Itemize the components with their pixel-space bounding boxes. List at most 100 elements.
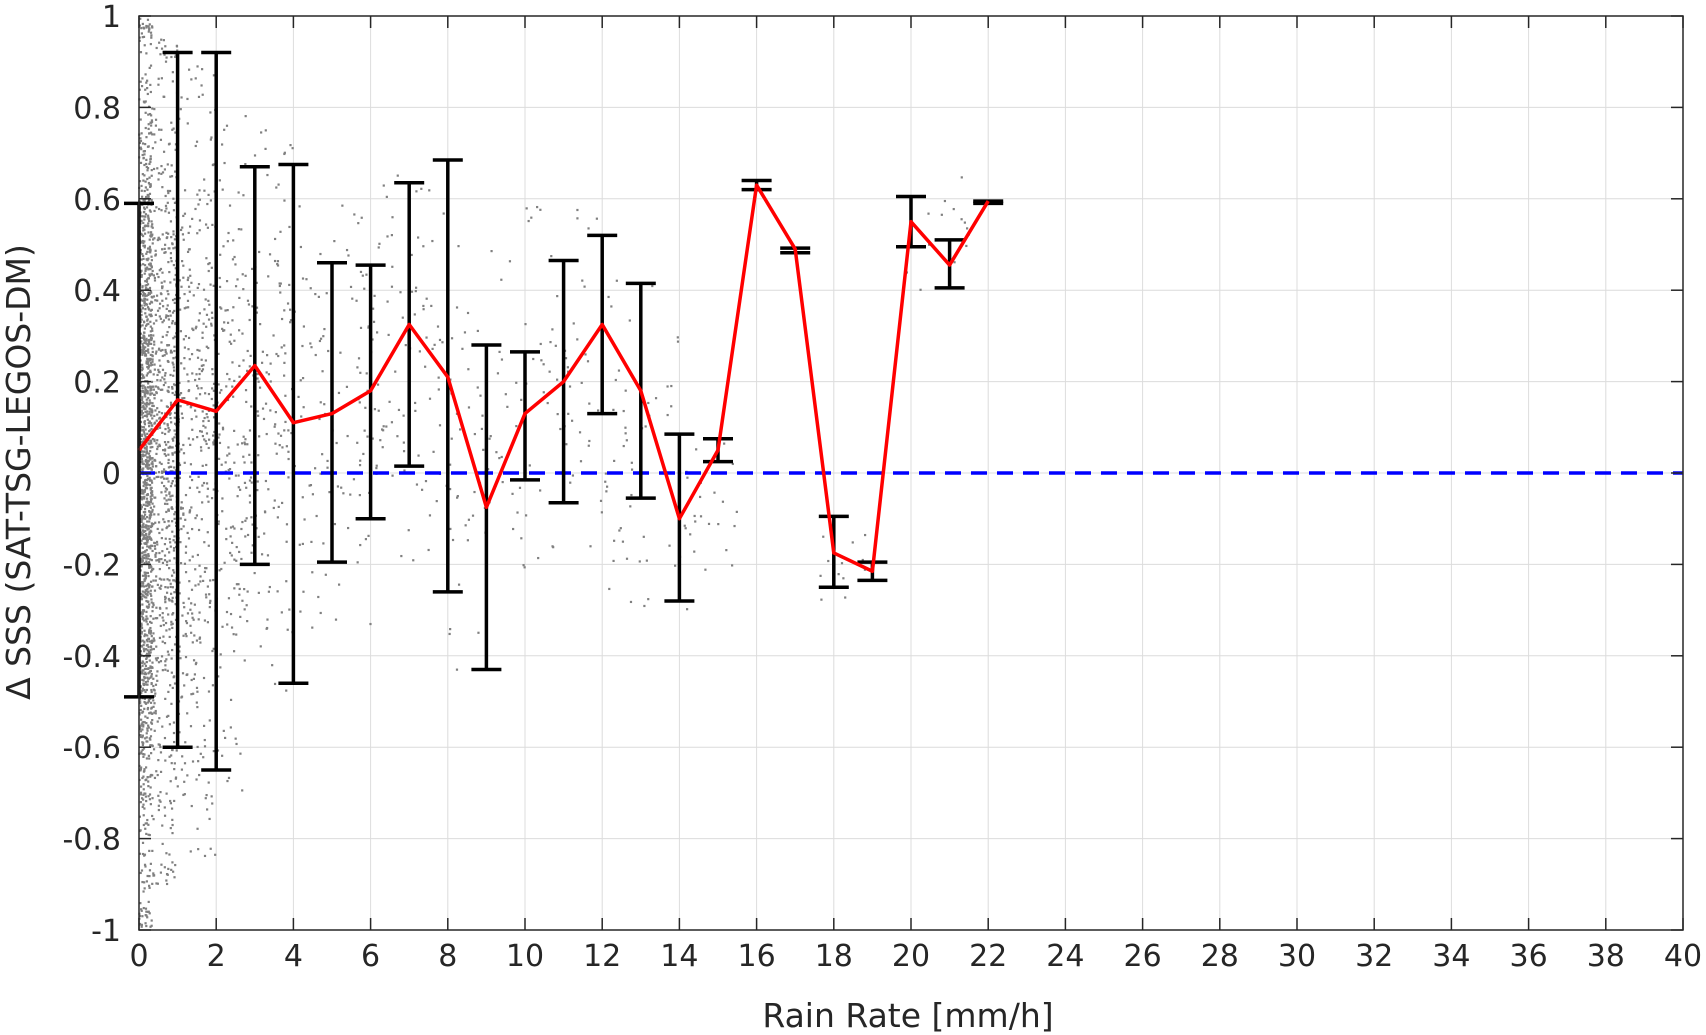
scatter-point	[142, 783, 145, 786]
scatter-point	[166, 236, 169, 239]
scatter-point	[231, 525, 235, 528]
scatter-point	[141, 736, 144, 739]
scatter-point	[144, 215, 147, 218]
scatter-point	[159, 745, 162, 749]
scatter-point	[456, 496, 459, 499]
scatter-point	[154, 712, 157, 715]
scatter-point	[246, 533, 250, 537]
scatter-point	[202, 756, 205, 759]
scatter-point	[153, 477, 156, 480]
scatter-point	[159, 53, 162, 56]
scatter-point	[212, 443, 215, 446]
scatter-point	[196, 384, 199, 387]
scatter-point	[187, 437, 190, 440]
scatter-point	[156, 378, 159, 382]
scatter-point	[197, 95, 201, 99]
scatter-point	[151, 544, 154, 547]
scatter-point	[436, 325, 440, 328]
scatter-point	[172, 356, 175, 360]
scatter-point	[212, 647, 215, 650]
scatter-point	[287, 429, 290, 432]
scatter-point	[149, 651, 152, 654]
scatter-point	[230, 626, 234, 629]
scatter-point	[143, 591, 146, 594]
scatter-point	[141, 22, 144, 26]
scatter-point	[194, 77, 197, 80]
scatter-point	[145, 462, 148, 466]
scatter-point	[160, 281, 163, 284]
scatter-point	[178, 592, 181, 595]
scatter-point	[149, 645, 153, 649]
scatter-point	[178, 381, 181, 385]
scatter-point	[150, 672, 153, 676]
scatter-point	[143, 321, 146, 324]
scatter-point	[173, 535, 176, 538]
scatter-point	[146, 145, 150, 148]
scatter-point	[171, 242, 174, 245]
scatter-point	[346, 434, 349, 438]
scatter-point	[275, 186, 278, 189]
x-tick-label-10: 20	[892, 939, 930, 974]
scatter-point	[153, 209, 156, 213]
scatter-point	[143, 402, 146, 405]
scatter-point	[142, 582, 145, 585]
scatter-point	[154, 465, 158, 468]
scatter-point	[169, 498, 172, 501]
scatter-point	[149, 90, 152, 94]
scatter-point	[167, 498, 170, 501]
scatter-point	[171, 626, 174, 630]
scatter-point	[148, 912, 151, 915]
x-tick-label-7: 14	[660, 939, 698, 974]
scatter-point	[412, 559, 415, 562]
scatter-point	[145, 165, 148, 169]
scatter-point	[256, 372, 259, 376]
scatter-point	[186, 373, 189, 376]
scatter-point	[159, 800, 162, 803]
scatter-point	[207, 544, 210, 547]
scatter-point	[178, 581, 181, 584]
scatter-point	[145, 914, 148, 917]
scatter-point	[143, 297, 146, 300]
scatter-point	[441, 341, 444, 344]
scatter-point	[148, 533, 151, 536]
scatter-point	[146, 478, 149, 482]
scatter-point	[351, 297, 354, 300]
scatter-point	[165, 314, 168, 317]
scatter-point	[142, 484, 145, 488]
scatter-point	[576, 338, 579, 341]
scatter-point	[190, 281, 193, 284]
scatter-point	[223, 161, 226, 165]
scatter-point	[165, 526, 168, 530]
scatter-point	[139, 248, 142, 252]
scatter-point	[595, 217, 598, 220]
scatter-point	[256, 410, 259, 413]
scatter-point	[244, 162, 247, 166]
scatter-point	[143, 768, 146, 771]
scatter-point	[203, 416, 206, 420]
scatter-point	[153, 438, 156, 441]
scatter-point	[143, 150, 146, 153]
scatter-point	[170, 762, 173, 765]
scatter-point	[141, 142, 145, 145]
scatter-point	[289, 308, 292, 311]
scatter-point	[523, 566, 526, 569]
scatter-point	[167, 597, 171, 601]
scatter-point	[171, 600, 174, 603]
scatter-point	[142, 244, 145, 247]
scatter-point	[424, 479, 428, 483]
scatter-point	[450, 337, 454, 340]
scatter-point	[142, 511, 145, 514]
scatter-point	[139, 17, 142, 20]
scatter-point	[281, 446, 284, 449]
scatter-point	[150, 392, 154, 395]
scatter-point	[232, 633, 235, 636]
scatter-point	[149, 488, 152, 491]
scatter-point	[141, 611, 144, 614]
scatter-point	[149, 744, 152, 747]
scatter-point	[689, 533, 692, 536]
scatter-point	[674, 564, 677, 567]
scatter-point	[144, 922, 147, 925]
scatter-point	[143, 335, 146, 339]
scatter-point	[149, 334, 153, 337]
scatter-point	[158, 307, 161, 310]
